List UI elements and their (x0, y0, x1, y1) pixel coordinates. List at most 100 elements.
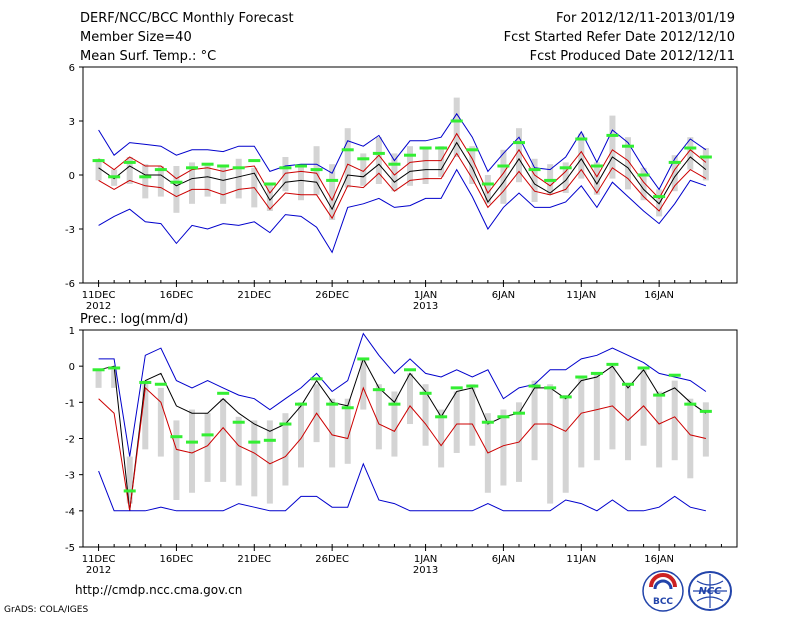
spread-box (329, 398, 336, 468)
x-tick-label: 21DEC (237, 290, 271, 301)
spread-box (531, 158, 538, 202)
series-mean-line (98, 357, 707, 511)
observed-mark (699, 155, 712, 159)
spread-box (562, 395, 569, 493)
observed-mark (435, 146, 448, 150)
spread-box (173, 166, 180, 213)
spread-box (126, 157, 133, 184)
observed-mark (154, 168, 167, 172)
spread-box (266, 420, 273, 504)
observed-mark (186, 440, 198, 444)
observed-mark (653, 393, 666, 397)
x-tick-label: 16JAN (644, 554, 674, 565)
observed-mark (295, 402, 307, 406)
observed-mark (622, 382, 634, 386)
observed-mark (481, 182, 494, 186)
observed-mark (123, 489, 136, 493)
observed-mark (404, 368, 416, 372)
series-min-line (98, 462, 707, 512)
observed-mark (637, 173, 650, 177)
observed-mark (606, 133, 619, 137)
observed-mark (544, 178, 557, 182)
x-tick-label: 6JAN (492, 290, 515, 301)
x-tick-year: 2013 (413, 301, 438, 312)
series-max-line (98, 332, 707, 457)
spread-box (111, 369, 118, 388)
spread-box (266, 184, 273, 211)
observed-mark (310, 377, 323, 381)
x-tick-label: 16DEC (160, 554, 194, 565)
spread-box (375, 384, 382, 450)
spread-box (687, 137, 694, 170)
observed-mark (139, 380, 152, 384)
observed-mark (248, 159, 261, 163)
observed-mark (684, 146, 697, 150)
series-p25-line (98, 386, 707, 511)
observed-mark (357, 157, 370, 161)
spread-box (547, 384, 554, 504)
y-tick-label: 0 (69, 362, 75, 373)
x-tick-label: 1JAN (414, 290, 437, 301)
observed-mark (310, 168, 323, 172)
series-mean-line (98, 141, 707, 211)
source-url[interactable]: http://cmdp.ncc.cma.gov.cn (75, 583, 243, 597)
spread-box (298, 402, 304, 468)
observed-mark (341, 148, 354, 152)
spread-box (157, 387, 164, 457)
observed-mark (450, 119, 463, 123)
spread-box (640, 369, 647, 446)
observed-mark (279, 166, 292, 170)
observed-mark (263, 182, 276, 186)
spread-box (531, 380, 538, 461)
spread-box (360, 153, 367, 186)
observed-mark (466, 384, 479, 388)
spread-box (282, 157, 289, 192)
observed-mark (622, 144, 634, 148)
spread-box (438, 146, 445, 177)
observed-mark (263, 438, 276, 442)
spread-box (562, 162, 569, 193)
observed-mark (232, 166, 245, 170)
y-tick-label: 1 (69, 326, 75, 337)
spread-box (282, 413, 289, 486)
spread-box (593, 373, 600, 461)
y-tick-label: -6 (65, 279, 75, 290)
spread-box (593, 162, 600, 195)
bcc-logo: BCC (642, 570, 684, 612)
spread-box (375, 137, 382, 184)
spread-box (625, 137, 631, 190)
observed-mark (559, 395, 572, 399)
spread-box (189, 409, 195, 493)
y-tick-label: -3 (65, 471, 75, 482)
spread-box (609, 366, 616, 450)
observed-mark (590, 371, 603, 375)
observed-mark (279, 422, 292, 426)
observed-mark (217, 391, 230, 395)
observed-mark (497, 164, 510, 168)
spread-box (142, 380, 149, 450)
spread-box (625, 384, 631, 461)
observed-mark (606, 362, 619, 366)
spread-box (422, 148, 429, 184)
y-tick-label: -5 (65, 543, 75, 554)
spread-box (220, 398, 227, 482)
spread-box (453, 391, 460, 453)
spread-box (204, 164, 211, 197)
y-tick-label: -2 (65, 435, 75, 446)
spread-box (516, 128, 522, 183)
spread-box (500, 149, 507, 204)
observed-mark (154, 382, 167, 386)
spread-box (500, 409, 507, 486)
spread-box (157, 166, 164, 197)
observed-mark (201, 433, 214, 437)
x-tick-label: 6JAN (492, 554, 515, 565)
spread-box (142, 164, 149, 199)
spread-box (687, 398, 694, 479)
spread-box (422, 384, 429, 446)
spread-box (407, 146, 413, 186)
svg-text:BCC: BCC (653, 597, 673, 607)
prec-variable-label: Prec.: log(mm/d) (80, 312, 189, 327)
ncc-logo: NCC (688, 571, 732, 611)
